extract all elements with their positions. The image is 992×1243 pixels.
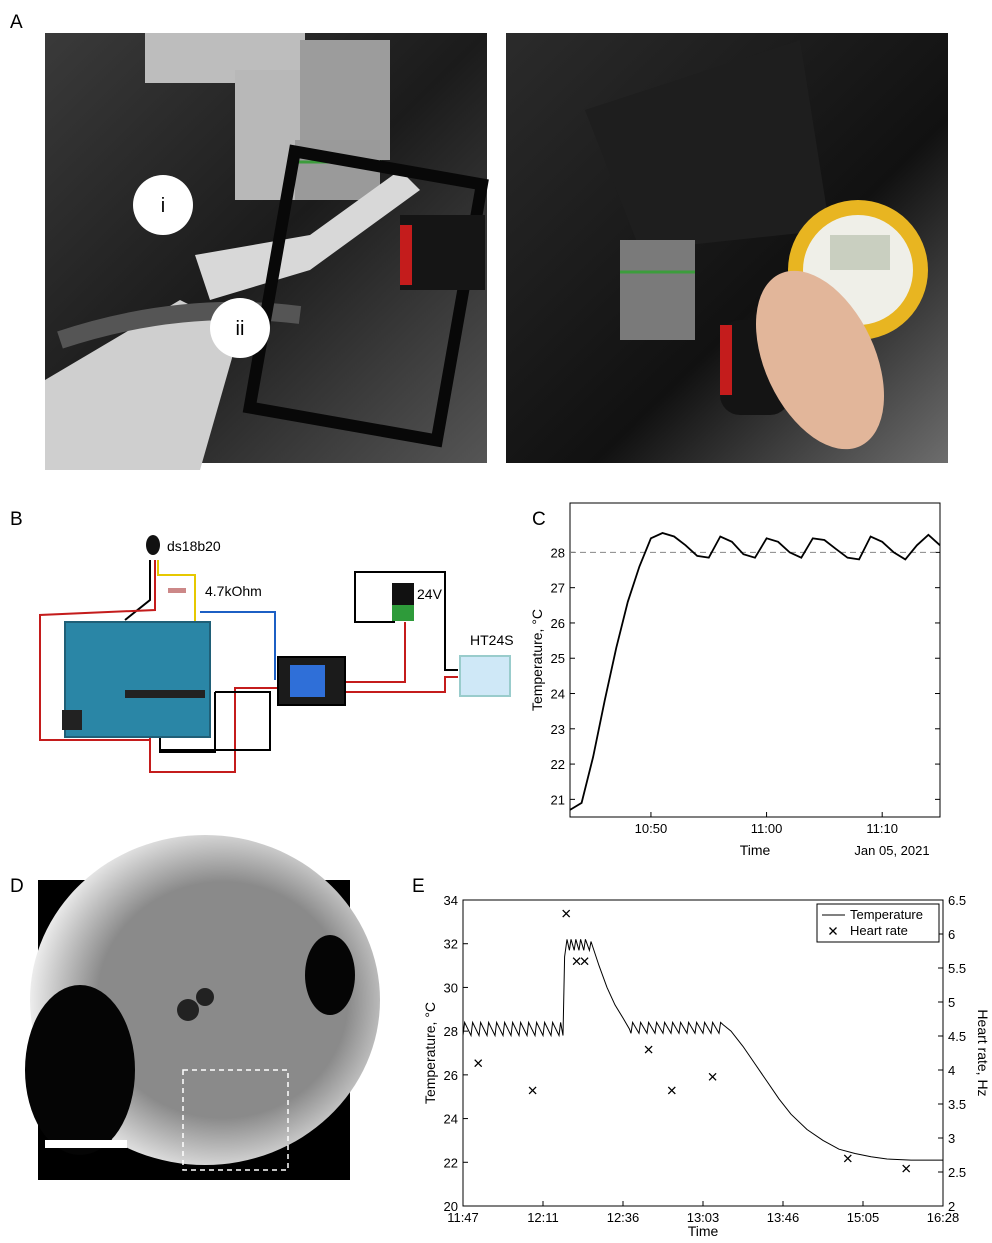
- photo-label: ii: [236, 318, 245, 340]
- x-tick-label: 11:00: [751, 821, 783, 836]
- figure: i ii ds18b20 4.7kOhm 24V HT24S: [0, 0, 992, 1238]
- y-tick-label: 24: [551, 687, 565, 702]
- y-tick-label: 28: [551, 545, 565, 560]
- x-axis-label: Time: [740, 842, 771, 858]
- data-point: [573, 958, 580, 965]
- data-line: [463, 939, 943, 1160]
- y-tick-label: 22: [444, 1155, 458, 1170]
- data-point: [529, 1087, 536, 1094]
- data-point: [475, 1060, 482, 1067]
- x-tick-label: 13:46: [767, 1210, 800, 1225]
- y-tick-label: 22: [551, 757, 565, 772]
- y-tick-label: 25: [551, 651, 565, 666]
- y-tick-label: 24: [444, 1112, 458, 1127]
- y2-tick-label: 3.5: [948, 1097, 966, 1112]
- y-tick-label: 27: [551, 581, 565, 596]
- y-tick-label: 28: [444, 1024, 458, 1039]
- legend-label: Heart rate: [850, 923, 908, 938]
- y2-tick-label: 6: [948, 927, 955, 942]
- data-line: [570, 533, 940, 810]
- circuit-label: HT24S: [470, 632, 514, 648]
- x-tick-label: 12:36: [607, 1210, 640, 1225]
- y-tick-label: 32: [444, 937, 458, 952]
- x-tick-label: 15:05: [847, 1210, 880, 1225]
- panel-label: B: [10, 509, 23, 530]
- y2-tick-label: 2.5: [948, 1165, 966, 1180]
- y2-tick-label: 4: [948, 1063, 955, 1078]
- circuit-label: ds18b20: [167, 538, 221, 554]
- x-tick-label: 11:47: [447, 1210, 479, 1225]
- photo: [45, 33, 487, 470]
- y2-tick-label: 5: [948, 995, 955, 1010]
- panel-label: A: [10, 12, 23, 33]
- photo: [506, 33, 948, 469]
- y-tick-label: 23: [551, 722, 565, 737]
- y-tick-label: 34: [444, 893, 458, 908]
- legend-label: Temperature: [850, 907, 923, 922]
- data-point: [709, 1073, 716, 1080]
- y2-tick-label: 3: [948, 1131, 955, 1146]
- microscope-image: [25, 835, 380, 1180]
- panel-label: D: [10, 876, 24, 897]
- panel-label: C: [532, 509, 546, 530]
- x-tick-label: 10:50: [635, 821, 668, 836]
- y-axis-label: Temperature, °C: [422, 1002, 438, 1104]
- data-point: [563, 910, 570, 917]
- circuit-label: 4.7kOhm: [205, 583, 262, 599]
- x-tick-label: 16:28: [927, 1210, 960, 1225]
- y-tick-label: 30: [444, 980, 458, 995]
- data-point: [645, 1046, 652, 1053]
- data-point: [668, 1087, 675, 1094]
- x-axis-label: Time: [688, 1223, 719, 1238]
- plot-frame: [570, 503, 940, 817]
- y2-tick-label: 6.5: [948, 893, 966, 908]
- data-point: [903, 1165, 910, 1172]
- circuit-label: 24V: [417, 586, 443, 602]
- data-point: [581, 958, 588, 965]
- y-axis-label: Temperature, °C: [529, 609, 545, 711]
- plot-frame: [463, 900, 943, 1206]
- y2-tick-label: 5.5: [948, 961, 966, 976]
- photo-label: i: [161, 195, 165, 217]
- x-tick-label: 11:10: [866, 821, 898, 836]
- x-tick-label: 12:11: [527, 1210, 559, 1225]
- y-tick-label: 26: [444, 1068, 458, 1083]
- x-date-label: Jan 05, 2021: [854, 843, 929, 858]
- y-tick-label: 26: [551, 616, 565, 631]
- panel-label: E: [412, 876, 425, 897]
- data-point: [844, 1155, 851, 1162]
- y2-axis-label: Heart rate, Hz: [975, 1009, 991, 1096]
- y2-tick-label: 4.5: [948, 1029, 966, 1044]
- y-tick-label: 21: [551, 792, 565, 807]
- circuit: [40, 535, 510, 772]
